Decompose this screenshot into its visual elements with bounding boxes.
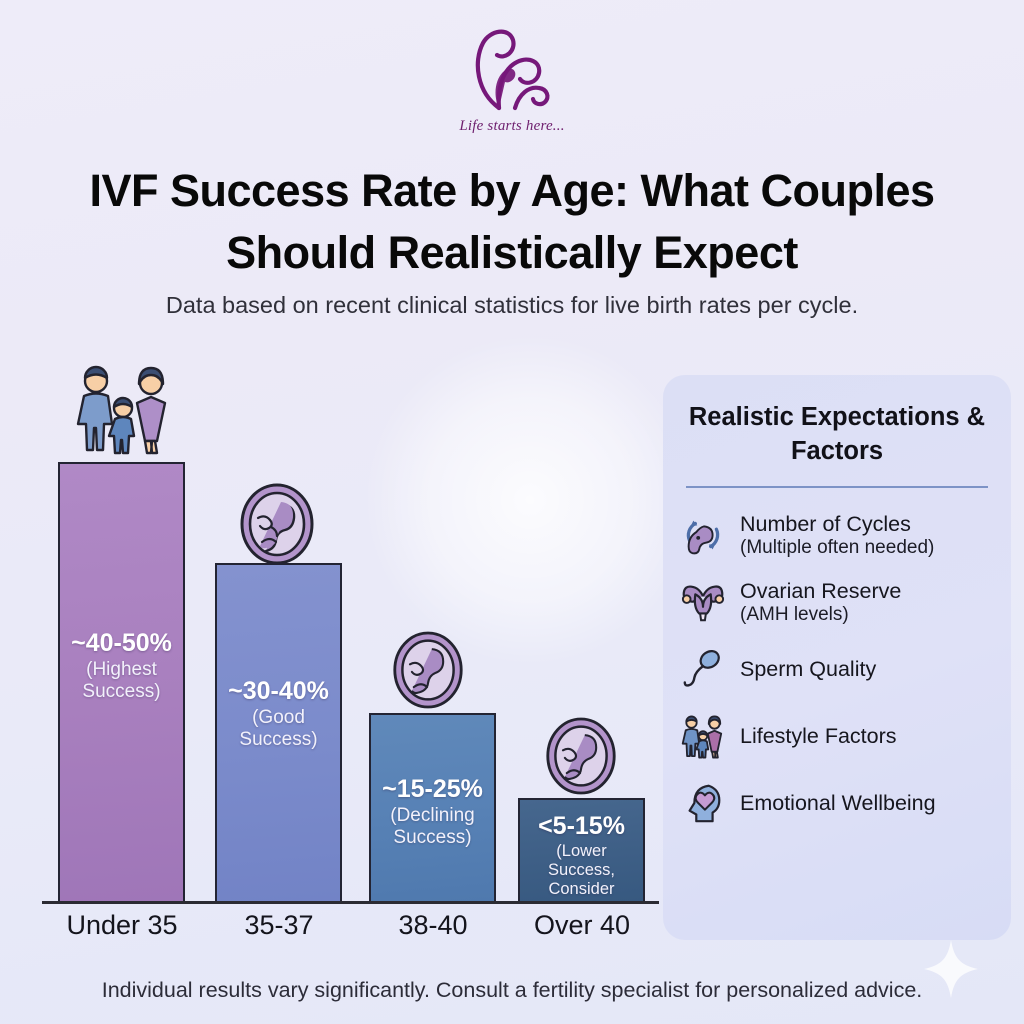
chart-axis-line xyxy=(42,901,659,904)
uterus-icon xyxy=(679,578,727,626)
x-axis-label-38-40: 38-40 xyxy=(398,910,468,940)
family-icon xyxy=(68,364,178,456)
bar-note: (Good Success) xyxy=(239,707,318,751)
bar-chart: ~40-50% (Highest Success) ~30-40% (Good … xyxy=(42,364,659,940)
factor-sub: (AMH levels) xyxy=(740,603,849,625)
bar-note: (Highest Success) xyxy=(82,659,161,703)
bar-value-label: ~30-40% xyxy=(228,677,329,705)
bar-38-40: ~15-25% (Declining Success) xyxy=(369,713,496,903)
list-item[interactable]: Lifestyle Factors xyxy=(679,711,997,761)
bar-35-37: ~30-40% (Good Success) xyxy=(215,563,342,903)
bar-value-label: ~40-50% xyxy=(71,629,172,657)
cycle-arrows-embryo-icon xyxy=(679,511,727,559)
bar-under-35: ~40-50% (Highest Success) xyxy=(58,462,185,903)
sperm-icon xyxy=(679,645,727,693)
bar-value-label: ~15-25% xyxy=(382,775,483,803)
family-icon xyxy=(679,712,727,760)
bar-over-40: <5-15% (Lower Success, Consider Alternat… xyxy=(518,798,645,903)
list-item[interactable]: Sperm Quality xyxy=(679,644,997,694)
list-item[interactable]: Emotional Wellbeing xyxy=(679,778,997,828)
page-title: IVF Success Rate by Age: What Couples Sh… xyxy=(89,165,935,278)
x-axis-label-35-37: 35-37 xyxy=(244,910,314,940)
list-item[interactable]: Number of Cycles (Multiple often needed) xyxy=(679,510,997,560)
mother-child-swirl-logo-icon xyxy=(475,29,550,111)
bar-value-label: <5-15% xyxy=(538,812,625,840)
sparkle-icon xyxy=(924,940,978,998)
factor-sub: (Multiple often needed) xyxy=(740,536,935,558)
factor-label: Ovarian Reserve xyxy=(740,578,902,603)
bar-note: (Lower Success, Consider Alternatives) xyxy=(536,842,628,901)
factor-label: Lifestyle Factors xyxy=(740,723,897,748)
page-subtitle: Data based on recent clinical statistics… xyxy=(165,292,859,318)
panel-title: Realistic Expectations & Factors xyxy=(688,403,986,465)
embryo-icon xyxy=(391,630,465,710)
expectations-panel: Realistic Expectations & Factors Number … xyxy=(663,375,1011,940)
brand-tagline: Life starts here... xyxy=(459,118,565,134)
brand-logo: Life starts here... xyxy=(0,22,1024,135)
factor-label: Emotional Wellbeing xyxy=(740,790,936,815)
list-item[interactable]: Ovarian Reserve (AMH levels) xyxy=(679,577,997,627)
bar-note: (Declining Success) xyxy=(390,805,475,849)
factor-label: Sperm Quality xyxy=(740,656,877,681)
embryo-icon xyxy=(238,482,316,566)
footer-disclaimer: Individual results vary significantly. C… xyxy=(101,978,923,1002)
x-axis-label-over-40: Over 40 xyxy=(533,910,631,940)
head-heart-icon xyxy=(679,779,727,827)
factors-list: Number of Cycles (Multiple often needed) xyxy=(663,510,1011,828)
embryo-icon xyxy=(544,716,618,796)
factor-label: Number of Cycles xyxy=(740,511,911,536)
panel-divider xyxy=(686,486,988,489)
x-axis-label-under-35: Under 35 xyxy=(66,910,178,940)
